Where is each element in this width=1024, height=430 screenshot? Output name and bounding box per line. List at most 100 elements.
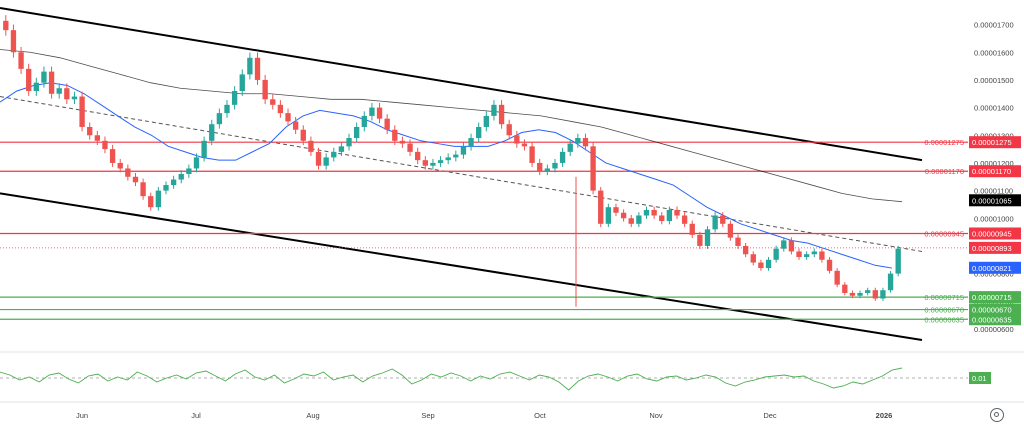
candle-body xyxy=(48,71,55,94)
candle-body xyxy=(79,96,85,127)
candle-body xyxy=(247,57,253,75)
level-label: 0.00001170 xyxy=(925,167,964,176)
candle-body xyxy=(384,118,390,130)
candle-body xyxy=(460,146,467,155)
candle-body xyxy=(605,207,612,224)
candle-body xyxy=(796,251,802,257)
candle-body xyxy=(651,209,657,216)
candle-body xyxy=(422,160,428,166)
y-tick-label: 0.00000600 xyxy=(974,325,1014,334)
candle-body xyxy=(628,218,634,224)
candle-body xyxy=(849,292,856,296)
candle-body xyxy=(353,126,360,139)
level-badge-label: 0.00000670 xyxy=(972,306,1012,315)
candle-body xyxy=(277,104,284,114)
y-tick-label: 0.00001000 xyxy=(974,214,1014,223)
y-tick-label: 0.00001500 xyxy=(974,76,1014,85)
candle-body xyxy=(209,124,215,141)
fast-ma-line xyxy=(0,82,893,269)
candle-body xyxy=(491,104,497,116)
candle-body xyxy=(750,254,756,263)
oscillator-line xyxy=(0,367,903,391)
candle-body xyxy=(887,273,894,291)
candle-body xyxy=(18,52,24,69)
candle-body xyxy=(872,290,878,299)
level-badge xyxy=(969,165,1021,178)
x-tick-label: Jun xyxy=(76,411,88,420)
y-tick-label: 0.00000800 xyxy=(974,270,1014,279)
candle-body xyxy=(735,237,741,246)
candle-body xyxy=(392,129,398,141)
y-tick-label: 0.00001600 xyxy=(974,48,1014,57)
candle-body xyxy=(819,251,825,260)
level-badge-label: 0.00000635 xyxy=(972,315,1012,324)
x-tick-label: Oct xyxy=(534,411,547,420)
slow-ma-line xyxy=(0,49,903,203)
candle-body xyxy=(773,248,779,260)
candle-body xyxy=(567,143,573,152)
candle-body xyxy=(636,215,642,224)
level-badge xyxy=(969,227,1021,240)
y-tick-label: 0.00001200 xyxy=(974,159,1014,168)
candle-body xyxy=(140,182,146,197)
candle-body xyxy=(880,290,886,299)
oscillator-badge xyxy=(969,372,991,384)
channel-upper-line xyxy=(0,7,923,162)
candle-body xyxy=(468,138,474,147)
candle-body xyxy=(506,124,512,136)
candle-body xyxy=(758,262,764,269)
candle-body xyxy=(331,151,337,158)
candle-body xyxy=(437,160,444,163)
candle-body xyxy=(178,174,184,180)
candle-body xyxy=(254,57,261,80)
candle-body xyxy=(270,99,276,105)
candle-body xyxy=(71,96,78,100)
candle-body xyxy=(415,151,421,161)
level-badge-label: 0.00001170 xyxy=(972,167,1011,176)
candle-body xyxy=(712,215,718,230)
level-label: 0.00001275 xyxy=(924,138,964,147)
candle-body xyxy=(895,248,901,274)
candle-body xyxy=(582,138,589,147)
price-badge xyxy=(969,241,1021,254)
candle-body xyxy=(338,146,345,152)
y-tick-label: 0.00001300 xyxy=(974,131,1014,140)
candle-body xyxy=(659,215,665,222)
x-tick-label: 2026 xyxy=(876,411,893,420)
candle-body xyxy=(109,149,116,163)
level-label: 0.00000945 xyxy=(924,229,964,238)
candle-body xyxy=(788,240,795,252)
candle-body xyxy=(224,104,230,114)
candle-body xyxy=(64,88,70,100)
x-tick-label: Sep xyxy=(421,411,434,420)
candle-body xyxy=(544,168,551,172)
level-badge xyxy=(969,313,1021,326)
y-tick-label: 0.00001400 xyxy=(974,104,1014,113)
level-badge xyxy=(969,291,1021,304)
candle-body xyxy=(163,185,169,191)
candle-body xyxy=(453,154,459,158)
candle-body xyxy=(666,209,673,222)
candle-body xyxy=(41,71,47,83)
candle-body xyxy=(529,146,535,163)
candle-body xyxy=(231,91,238,105)
candle-body xyxy=(361,115,367,127)
candle-body xyxy=(399,140,406,144)
x-tick-label: Aug xyxy=(306,411,319,420)
candle-body xyxy=(811,251,817,255)
price-badge xyxy=(969,261,1021,274)
y-tick-label: 0.00001100 xyxy=(974,187,1013,196)
candle-body xyxy=(559,151,566,163)
candle-body xyxy=(681,215,688,224)
level-badge xyxy=(969,303,1021,316)
candle-body xyxy=(155,190,162,208)
gear-icon[interactable] xyxy=(990,408,1004,422)
candle-body xyxy=(10,30,17,53)
candle-body xyxy=(308,140,314,152)
candle-body xyxy=(132,176,139,183)
candle-body xyxy=(598,190,604,224)
level-badge-label: 0.00001275 xyxy=(972,138,1012,147)
x-tick-label: Nov xyxy=(649,411,663,420)
candle-body xyxy=(56,88,62,94)
